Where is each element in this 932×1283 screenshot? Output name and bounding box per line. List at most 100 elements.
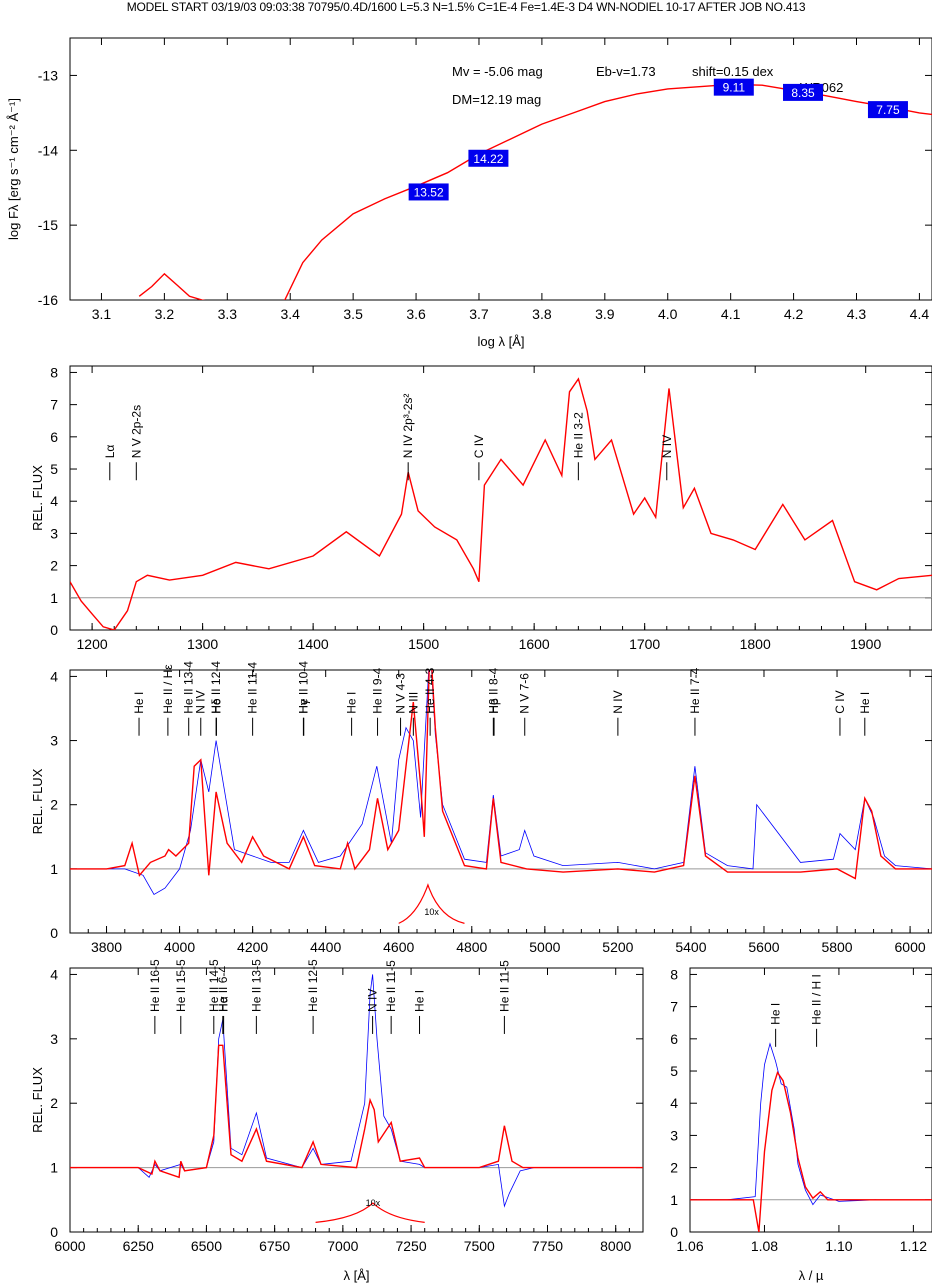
sed-ytick-label: -13 [38, 67, 58, 83]
photometry-box [468, 149, 509, 167]
uv-xtick-label: 1500 [408, 636, 439, 652]
sed-model-line [138, 83, 932, 300]
uv-xtick-label: 1700 [629, 636, 660, 652]
red-line-label: He II 16-5 [148, 959, 162, 1012]
red-xlabel: λ [Å] [343, 1268, 369, 1283]
red-line-label: He II 14-5 [207, 959, 221, 1012]
red-xtick-label: 7500 [464, 1238, 495, 1254]
uv-ytick-label: 8 [50, 364, 58, 380]
optical-line-label: C IV [833, 690, 847, 713]
red-model-line [70, 1044, 643, 1179]
optical-line-label: Hγ [297, 699, 311, 714]
sed-annotation: Eb-v=1.73 [596, 64, 656, 79]
red-ylabel: REL. FLUX [30, 1067, 45, 1133]
sed-xtick-label: 4.4 [910, 306, 930, 322]
red-xtick-label: 6750 [259, 1238, 290, 1254]
sed-ytick-label: -14 [38, 142, 58, 158]
optical-xtick-label: 5200 [602, 939, 633, 955]
uv-model-line [70, 377, 932, 630]
sed-xlabel: log λ [Å] [478, 334, 525, 349]
ir-ytick-label: 2 [670, 1160, 678, 1176]
optical-xtick-label: 5800 [821, 939, 852, 955]
optical-xtick-label: 4800 [456, 939, 487, 955]
sed-xtick-label: 3.7 [469, 306, 489, 322]
uv-ytick-label: 7 [50, 397, 58, 413]
optical-xtick-label: 4400 [310, 939, 341, 955]
uv-ytick-label: 1 [50, 590, 58, 606]
sed-xtick-label: 3.4 [280, 306, 300, 322]
optical-ylabel: REL. FLUX [30, 768, 45, 834]
photometry-label: 9.11 [723, 81, 746, 95]
optical-line-label: N V 7-6 [518, 673, 532, 714]
red-ytick-label: 2 [50, 1095, 58, 1111]
optical-inset-label: 10x [424, 907, 439, 917]
optical-ytick-label: 0 [50, 925, 58, 941]
red-ytick-label: 3 [50, 1031, 58, 1047]
uv-line-label: Lα [103, 445, 117, 459]
sed-xtick-label: 4.2 [784, 306, 804, 322]
ir-xtick-label: 1.10 [825, 1238, 852, 1254]
uv-frame [69, 365, 932, 631]
sed-ytick-label: -15 [38, 217, 58, 233]
optical-line-label: Hδ [209, 698, 223, 714]
ir-ytick-label: 6 [670, 1031, 678, 1047]
uv-xtick-label: 1900 [850, 636, 881, 652]
red-xtick-label: 6250 [123, 1238, 154, 1254]
photometry-label: 13.52 [414, 185, 444, 199]
ir-model-line [690, 1071, 932, 1232]
sed-ylabel: log Fλ [erg s⁻¹ cm⁻² Å⁻¹] [6, 98, 21, 240]
red-line-label: He II 6-4 [216, 966, 230, 1012]
uv-ylabel: REL. FLUX [30, 465, 45, 531]
optical-line-label: Hβ [487, 698, 501, 714]
sed-xtick-label: 4.1 [721, 306, 741, 322]
red-xtick-label: 7000 [327, 1238, 358, 1254]
optical-xtick-label: 5000 [529, 939, 560, 955]
uv-line-label: C IV [472, 435, 486, 458]
red-xtick-label: 6500 [191, 1238, 222, 1254]
ir-ytick-label: 3 [670, 1127, 678, 1143]
header-title: MODEL START 03/19/03 09:03:38 70795/0.4D… [126, 0, 806, 14]
ir-ytick-label: 1 [670, 1192, 678, 1208]
photometry-box [408, 183, 449, 201]
optical-line-label: He I [132, 692, 146, 714]
optical-xtick-label: 4200 [237, 939, 268, 955]
photometry-label: 8.35 [791, 86, 815, 100]
optical-ytick-label: 2 [50, 797, 58, 813]
optical-line-label: He I [858, 692, 872, 714]
photometry-box [783, 83, 824, 101]
optical-ytick-label: 1 [50, 861, 58, 877]
optical-frame [69, 669, 932, 934]
optical-line-label: He II 9-4 [371, 667, 385, 713]
optical-line-label: He II / Hε [161, 664, 175, 714]
uv-line-label: He II 3-2 [571, 412, 585, 458]
sed-xtick-label: 3.3 [218, 306, 238, 322]
red-inset-label: 10x [366, 1198, 381, 1208]
sed-frame [69, 37, 932, 301]
optical-xtick-label: 5400 [675, 939, 706, 955]
optical-line-label: N V 4-3 [394, 673, 408, 714]
optical-line-label: He II 8-4 [486, 667, 500, 713]
ir-ytick-label: 0 [670, 1224, 678, 1240]
ir-xtick-label: 1.06 [676, 1238, 703, 1254]
uv-xtick-label: 1800 [740, 636, 771, 652]
panel-ir: 1.06 1.08 1.10 1.12 0 1 2 3 4 5 6 7 8 He I He II / H I… [670, 966, 932, 1283]
sed-xtick-label: 3.9 [595, 306, 615, 322]
red-ytick-label: 1 [50, 1160, 58, 1176]
photometry-box [713, 78, 754, 96]
uv-ytick-label: 4 [50, 493, 58, 509]
optical-xtick-label: 4000 [164, 939, 195, 955]
uv-xtick-label: 1300 [187, 636, 218, 652]
panel-uv: 1200 1300 1400 1500 1600 1700 1800 1900 0 1 2 3 4 5 6 7… [30, 364, 932, 652]
optical-xtick-label: 5600 [748, 939, 779, 955]
ir-xtick-label: 1.08 [751, 1238, 778, 1254]
ir-line-label: He II / H I [810, 974, 824, 1025]
optical-xtick-label: 6000 [895, 939, 926, 955]
optical-line-label: N IV [194, 690, 208, 713]
sed-annotation: DM=12.19 mag [452, 92, 541, 107]
sed-xtick-label: 3.6 [406, 306, 426, 322]
uv-xtick-label: 1400 [298, 636, 329, 652]
panel-red: 6000 6250 6500 6750 7000 7250 7500 7750 8000 0 1 2 3… [30, 959, 644, 1283]
sed-xtick-label: 3.2 [155, 306, 175, 322]
red-xtick-label: 7750 [532, 1238, 563, 1254]
